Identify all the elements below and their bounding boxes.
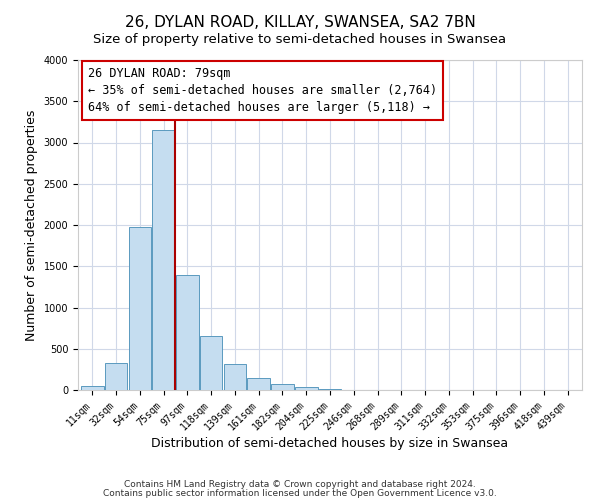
- X-axis label: Distribution of semi-detached houses by size in Swansea: Distribution of semi-detached houses by …: [151, 438, 509, 450]
- Bar: [105, 363, 127, 390]
- Bar: [319, 389, 341, 390]
- Text: Contains HM Land Registry data © Crown copyright and database right 2024.: Contains HM Land Registry data © Crown c…: [124, 480, 476, 489]
- Text: Contains public sector information licensed under the Open Government Licence v3: Contains public sector information licen…: [103, 488, 497, 498]
- Bar: [81, 386, 104, 390]
- Text: 26, DYLAN ROAD, KILLAY, SWANSEA, SA2 7BN: 26, DYLAN ROAD, KILLAY, SWANSEA, SA2 7BN: [125, 15, 475, 30]
- Bar: [224, 364, 246, 390]
- Bar: [247, 378, 270, 390]
- Text: Size of property relative to semi-detached houses in Swansea: Size of property relative to semi-detach…: [94, 32, 506, 46]
- Y-axis label: Number of semi-detached properties: Number of semi-detached properties: [25, 110, 38, 340]
- Bar: [200, 336, 223, 390]
- Bar: [295, 386, 317, 390]
- Bar: [176, 274, 199, 390]
- Bar: [271, 384, 294, 390]
- Bar: [128, 227, 151, 390]
- Bar: [152, 130, 175, 390]
- Text: 26 DYLAN ROAD: 79sqm
← 35% of semi-detached houses are smaller (2,764)
64% of se: 26 DYLAN ROAD: 79sqm ← 35% of semi-detac…: [88, 66, 437, 114]
